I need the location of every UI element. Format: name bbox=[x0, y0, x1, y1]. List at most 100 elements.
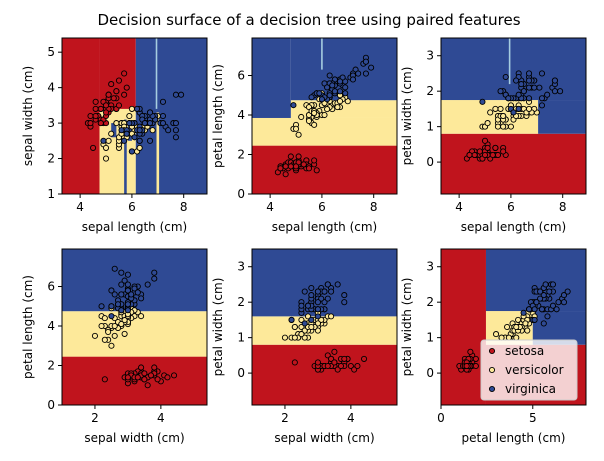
data-point-setosa bbox=[154, 376, 161, 383]
y-tick-label: 2 bbox=[47, 359, 55, 373]
region-setosa bbox=[441, 133, 586, 194]
axes-frame bbox=[61, 248, 208, 406]
data-point-versicolor bbox=[138, 313, 145, 320]
data-point-versicolor bbox=[292, 125, 300, 132]
data-point-virginica bbox=[334, 281, 341, 288]
y-tick-label: 4 bbox=[47, 319, 55, 333]
plot-area bbox=[62, 38, 207, 194]
data-point-setosa bbox=[282, 171, 289, 178]
data-point-setosa bbox=[492, 144, 499, 151]
data-point-versicolor bbox=[105, 137, 112, 144]
data-point-virginica bbox=[172, 91, 179, 98]
data-point-virginica bbox=[111, 291, 118, 298]
data-point-versicolor bbox=[291, 323, 298, 331]
x-tick-label: 8 bbox=[180, 200, 188, 214]
data-point-setosa bbox=[124, 374, 131, 381]
data-point-virginica bbox=[355, 70, 362, 77]
data-point-virginica bbox=[108, 287, 115, 294]
data-point-virginica bbox=[525, 84, 533, 91]
data-point-versicolor bbox=[525, 105, 533, 112]
panel-1: 4 6 8 1 2 3 4 5 sepal length (cm) sepal width (cm… bbox=[21, 37, 208, 234]
y-tick-label: 4 bbox=[47, 81, 55, 95]
data-point-versicolor bbox=[105, 328, 112, 335]
data-point-versicolor bbox=[497, 105, 504, 112]
data-point-virginica bbox=[178, 91, 185, 98]
data-point-setosa bbox=[337, 362, 345, 370]
data-point-setosa bbox=[292, 163, 300, 170]
data-point-virginica bbox=[146, 120, 154, 127]
data-point-virginica bbox=[288, 316, 295, 323]
data-point-virginica bbox=[172, 120, 179, 127]
data-point-setosa bbox=[331, 359, 338, 366]
legend-marker-setosa bbox=[488, 347, 496, 355]
data-point-setosa bbox=[481, 137, 489, 144]
y-axis-label: petal length (cm) bbox=[211, 64, 225, 168]
legend-marker-versicolor bbox=[488, 366, 496, 374]
region-versicolor bbox=[156, 112, 160, 194]
data-point-versicolor bbox=[113, 120, 120, 127]
data-point-versicolor bbox=[118, 320, 125, 328]
y-tick-label: 4 bbox=[237, 108, 245, 122]
data-point-virginica bbox=[172, 127, 179, 134]
data-point-versicolor bbox=[291, 334, 298, 341]
data-point-virginica bbox=[308, 94, 315, 101]
data-point-setosa bbox=[472, 355, 479, 362]
y-tick-label: 0 bbox=[237, 366, 245, 380]
data-point-setosa bbox=[110, 95, 117, 102]
data-point-virginica bbox=[324, 281, 331, 288]
data-point-setosa bbox=[291, 359, 298, 366]
y-tick-label: 0 bbox=[426, 155, 434, 169]
data-point-versicolor bbox=[111, 322, 118, 330]
data-point-virginica bbox=[118, 269, 125, 276]
data-point-setosa bbox=[324, 362, 331, 370]
data-point-virginica bbox=[134, 105, 141, 112]
data-point-setosa bbox=[277, 165, 284, 172]
data-point-virginica bbox=[314, 288, 321, 295]
data-point-virginica bbox=[331, 88, 338, 95]
region-virginica bbox=[441, 38, 586, 101]
data-point-versicolor bbox=[334, 104, 341, 111]
data-point-virginica bbox=[151, 269, 158, 276]
data-point-virginica bbox=[138, 295, 145, 302]
data-point-virginica bbox=[531, 316, 538, 323]
data-point-virginica bbox=[151, 275, 158, 282]
region-setosa bbox=[252, 145, 397, 194]
data-point-virginica bbox=[560, 292, 568, 299]
panel-3: 4 6 8 0 1 2 3 sepal length (cm) petal width (cm) bbox=[400, 37, 587, 234]
data-point-versicolor bbox=[295, 131, 302, 138]
data-point-setosa bbox=[97, 120, 104, 127]
plot-area bbox=[252, 249, 397, 405]
y-tick-label: 0 bbox=[47, 398, 55, 412]
data-point-setosa bbox=[101, 376, 108, 383]
data-point-virginica bbox=[362, 58, 369, 65]
data-point-versicolor bbox=[524, 327, 531, 334]
x-tick-label: 0 bbox=[437, 411, 445, 425]
data-point-virginica bbox=[123, 130, 130, 137]
region-virginica bbox=[111, 123, 117, 138]
data-point-virginica bbox=[542, 281, 549, 288]
data-point-virginica bbox=[510, 109, 517, 116]
x-axis-label: petal length (cm) bbox=[462, 431, 566, 445]
data-point-virginica bbox=[342, 84, 349, 91]
data-point-versicolor bbox=[311, 121, 318, 128]
data-point-virginica bbox=[308, 316, 315, 323]
panel-6: 0 5 0 1 2 3 petal length (cm) petal width (cm) s… bbox=[400, 248, 587, 445]
region-virginica bbox=[532, 311, 586, 345]
y-tick-label: 6 bbox=[237, 69, 245, 83]
data-point-setosa bbox=[466, 151, 473, 159]
data-point-setosa bbox=[311, 157, 318, 164]
data-point-virginica bbox=[118, 281, 125, 288]
y-tick-label: 2 bbox=[426, 295, 434, 309]
data-point-setosa bbox=[115, 77, 123, 84]
data-point-versicolor bbox=[121, 330, 128, 337]
data-point-virginica bbox=[314, 313, 321, 320]
region-versicolor bbox=[252, 117, 397, 146]
data-point-virginica bbox=[326, 72, 333, 79]
data-point-setosa bbox=[494, 151, 502, 159]
data-point-setosa bbox=[471, 151, 478, 159]
data-point-versicolor bbox=[500, 123, 507, 130]
data-point-virginica bbox=[544, 91, 551, 98]
data-point-virginica bbox=[537, 295, 544, 302]
data-point-versicolor bbox=[305, 117, 313, 124]
x-axis-label: sepal length (cm) bbox=[461, 220, 566, 234]
